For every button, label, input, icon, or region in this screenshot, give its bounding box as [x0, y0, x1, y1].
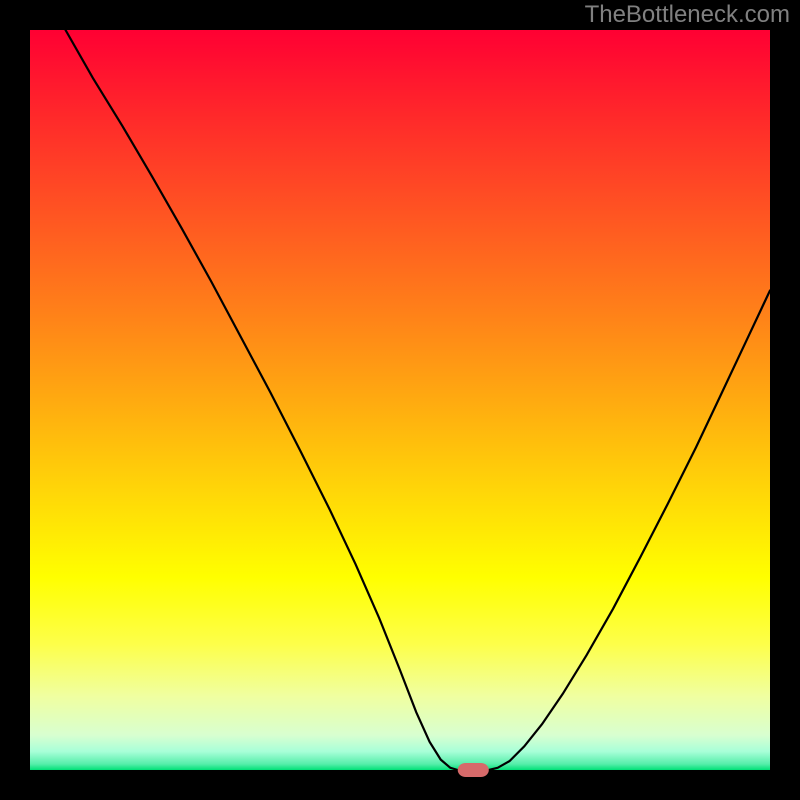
optimal-marker — [458, 763, 489, 777]
plot-area — [30, 30, 770, 770]
watermark-text: TheBottleneck.com — [585, 1, 790, 28]
bottleneck-chart: TheBottleneck.com — [0, 0, 800, 800]
